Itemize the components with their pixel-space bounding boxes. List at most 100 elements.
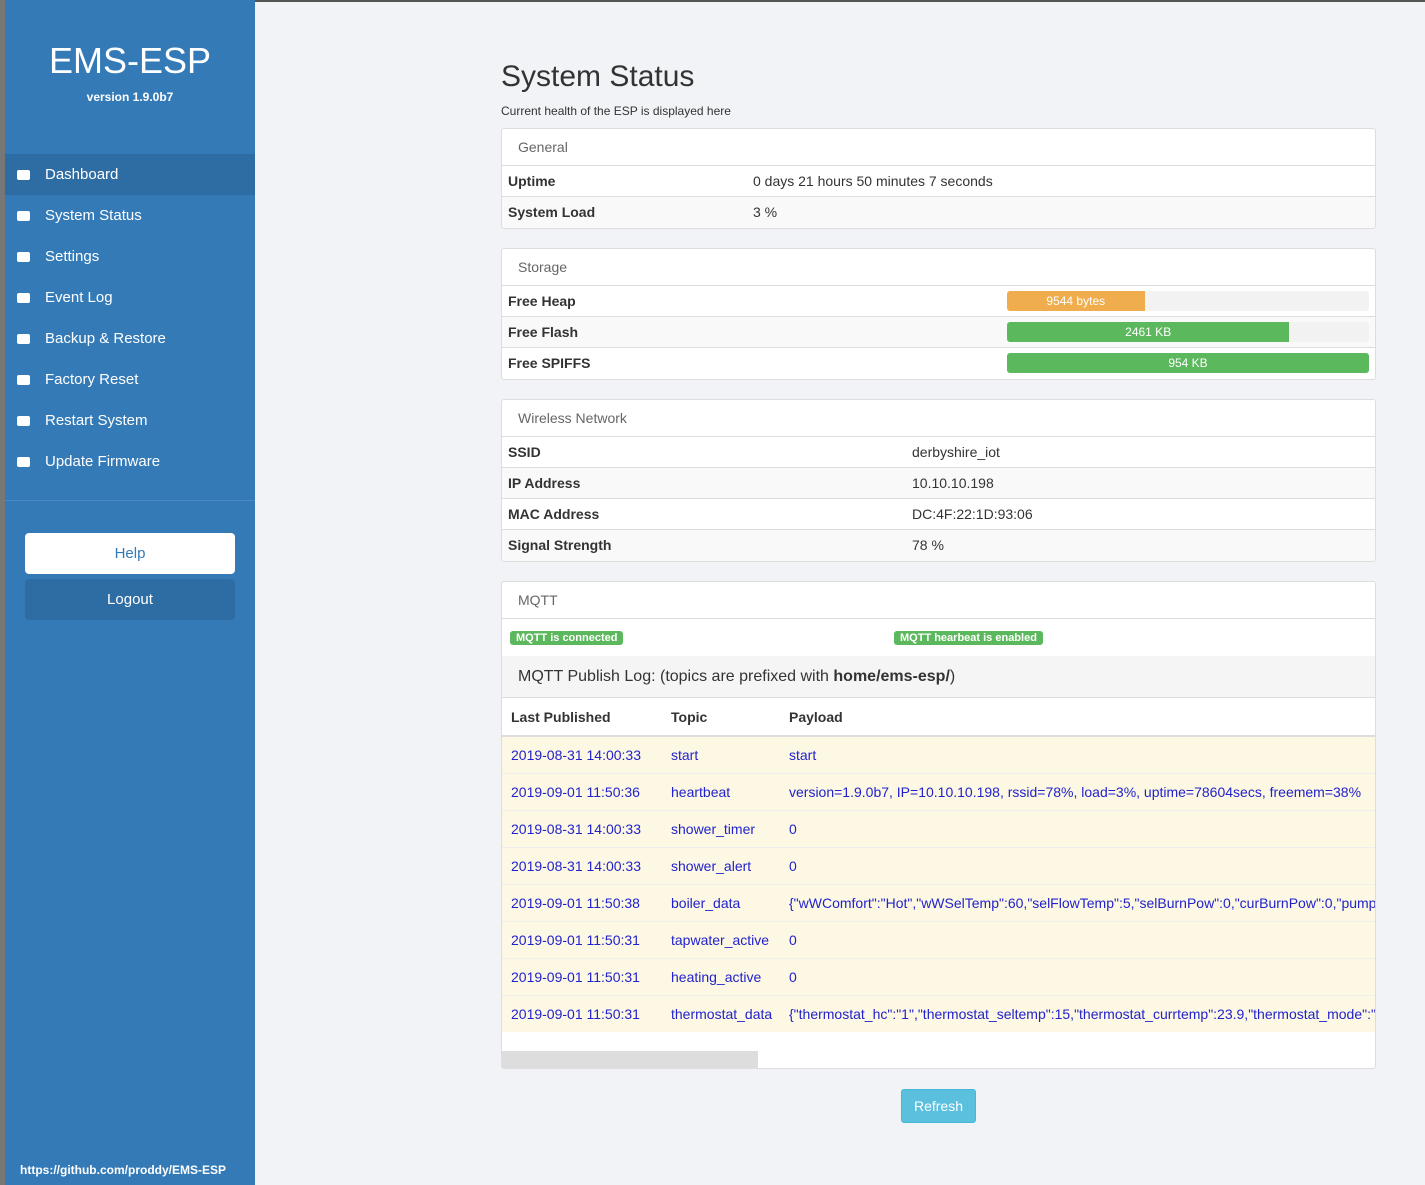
panel-body: Uptime 0 days 21 hours 50 minutes 7 secon… [502,166,1375,228]
row: Free Heap 9544 bytes [502,286,1375,317]
header-row: Last Published Topic Payload [502,698,1375,737]
log-row: 2019-09-01 11:50:38 boiler_data {"wWComfor… [502,883,1375,921]
log-row: 2019-09-01 11:50:31 heating_active 0 [502,957,1375,995]
row: SSID derbyshire_iot [502,437,1375,468]
row: Free SPIFFS 954 KB [502,348,1375,379]
menu-item[interactable]: Backup & Restore [5,318,255,359]
log-cell: start [780,735,1375,773]
log-row: 2019-08-31 14:00:33 shower_timer 0 [502,809,1375,847]
page-title: System Status [501,60,695,93]
panel-body: Free Heap 9544 bytes Free Flash 2461 KB Free… [502,286,1375,379]
menu-label: System Status [45,207,142,224]
row-label: Uptime [508,173,556,189]
row-value: derbyshire_iot [912,444,1000,460]
log-cell: 2019-08-31 14:00:33 [502,846,662,884]
progress-track: 2461 KB [1007,322,1369,342]
log-cell: {"wWComfort":"Hot","wWSelTemp":60,"selFl… [780,883,1375,921]
help-button[interactable]: Help [25,533,235,574]
menu-label: Update Firmware [45,453,161,470]
log-cell: start [662,735,780,773]
log-cell: 0 [780,846,1375,884]
app-title: EMS-ESP [48,40,212,81]
progress-bar: 2461 KB [1007,322,1290,342]
row: Free Flash 2461 KB [502,317,1375,348]
log-row: 2019-09-01 11:50:36 heartbeat version=1.9.… [502,772,1375,810]
log-cell: heating_active [662,957,780,995]
log-title-text: MQTT Publish Log: (topics are prefixed w… [518,668,829,685]
row-label: SSID [508,444,541,460]
panel: Storage Free Heap 9544 bytes Free Flash 2461… [501,248,1376,380]
progress-bar: 954 KB [1007,353,1369,373]
refresh-button[interactable]: Refresh [901,1089,976,1123]
log-cell: tapwater_active [662,920,780,958]
progress-bar: 9544 bytes [1007,291,1145,311]
menu-icon [17,211,30,221]
scrollbar [502,1051,758,1068]
row-label: Free Flash [508,324,579,340]
log-cell: 2019-09-01 11:50:31 [502,994,662,1032]
menu-item[interactable]: Settings [5,236,255,277]
menu-item[interactable]: System Status [5,195,255,236]
log-cell: 2019-08-31 14:00:33 [502,735,662,773]
log-cell: 2019-09-01 11:50:38 [502,883,662,921]
row: Signal Strength 78 % [502,530,1375,561]
panel: Wireless Network SSID derbyshire_iot IP Add… [501,399,1376,562]
log-row: 2019-08-31 14:00:33 start start [502,735,1375,773]
column-header: Payload [780,698,1375,737]
log-topic: home/ems-esp/ [833,668,950,685]
panel: MQTT MQTT is connected MQTT hearbeat is en… [501,581,1376,1069]
status-badge: MQTT is connected [510,631,624,645]
column-header: Last Published [502,698,662,737]
panel-body: SSID derbyshire_iot IP Address 10.10.10.198… [502,437,1375,561]
menu-item[interactable]: Update Firmware [5,441,255,482]
log-title: MQTT Publish Log: (topics are prefixed w… [502,656,1375,698]
status-badge: MQTT hearbeat is enabled [894,631,1043,645]
menu-item[interactable]: Restart System [5,400,255,441]
log-cell: {"thermostat_hc":"1","thermostat_seltemp… [780,994,1375,1032]
row-value: DC:4F:22:1D:93:06 [912,506,1033,522]
footer-link[interactable]: https://github.com/proddy/EMS-ESP [20,1163,226,1177]
row-label: IP Address [508,475,581,491]
menu-icon [17,375,30,385]
row-label: MAC Address [508,506,600,522]
top-border [0,0,1425,2]
panel: General Uptime 0 days 21 hours 50 minutes … [501,128,1376,229]
row-value: 3 % [753,204,778,220]
menu-item[interactable]: Event Log [5,277,255,318]
panel-heading: Storage [502,249,1375,286]
log-cell: boiler_data [662,883,780,921]
sidebar: EMS-ESP version 1.9.0b7 Help Logout http… [0,0,255,1185]
log-row: 2019-08-31 14:00:33 shower_alert 0 [502,846,1375,884]
log-cell: 2019-09-01 11:50:31 [502,920,662,958]
progress-track: 9544 bytes [1007,291,1369,311]
menu-item[interactable]: Dashboard [5,154,255,195]
log-cell: version=1.9.0b7, IP=10.10.10.198, rssid=… [780,772,1375,810]
menu-label: Dashboard [45,166,119,183]
menu-item[interactable]: Factory Reset [5,359,255,400]
panel-heading: Wireless Network [502,400,1375,437]
row-value: 78 % [912,537,944,553]
column-header: Topic [662,698,780,737]
log-cell: heartbeat [662,772,780,810]
row: System Load 3 % [502,197,1375,228]
panel-heading: MQTT [502,582,1375,619]
menu-icon [17,457,30,467]
row-label: Free SPIFFS [508,355,591,371]
menu-label: Event Log [45,289,113,306]
log-cell: 2019-09-01 11:50:31 [502,957,662,995]
publish-log: Last Published Topic Payload 2019-08-31 14:… [502,698,1375,1032]
progress-track: 954 KB [1007,353,1369,373]
menu-label: Factory Reset [45,371,139,388]
row-label: System Load [508,204,596,220]
log-row: 2019-09-01 11:50:31 tapwater_active 0 [502,920,1375,958]
log-cell: 0 [780,957,1375,995]
logout-button[interactable]: Logout [25,579,235,620]
menu-icon [17,416,30,426]
row-value: 0 days 21 hours 50 minutes 7 seconds [753,173,993,189]
log-cell: thermostat_data [662,994,780,1032]
log-cell: 0 [780,920,1375,958]
separator [5,500,255,501]
menu-icon [17,170,30,180]
row-label: Signal Strength [508,537,612,553]
